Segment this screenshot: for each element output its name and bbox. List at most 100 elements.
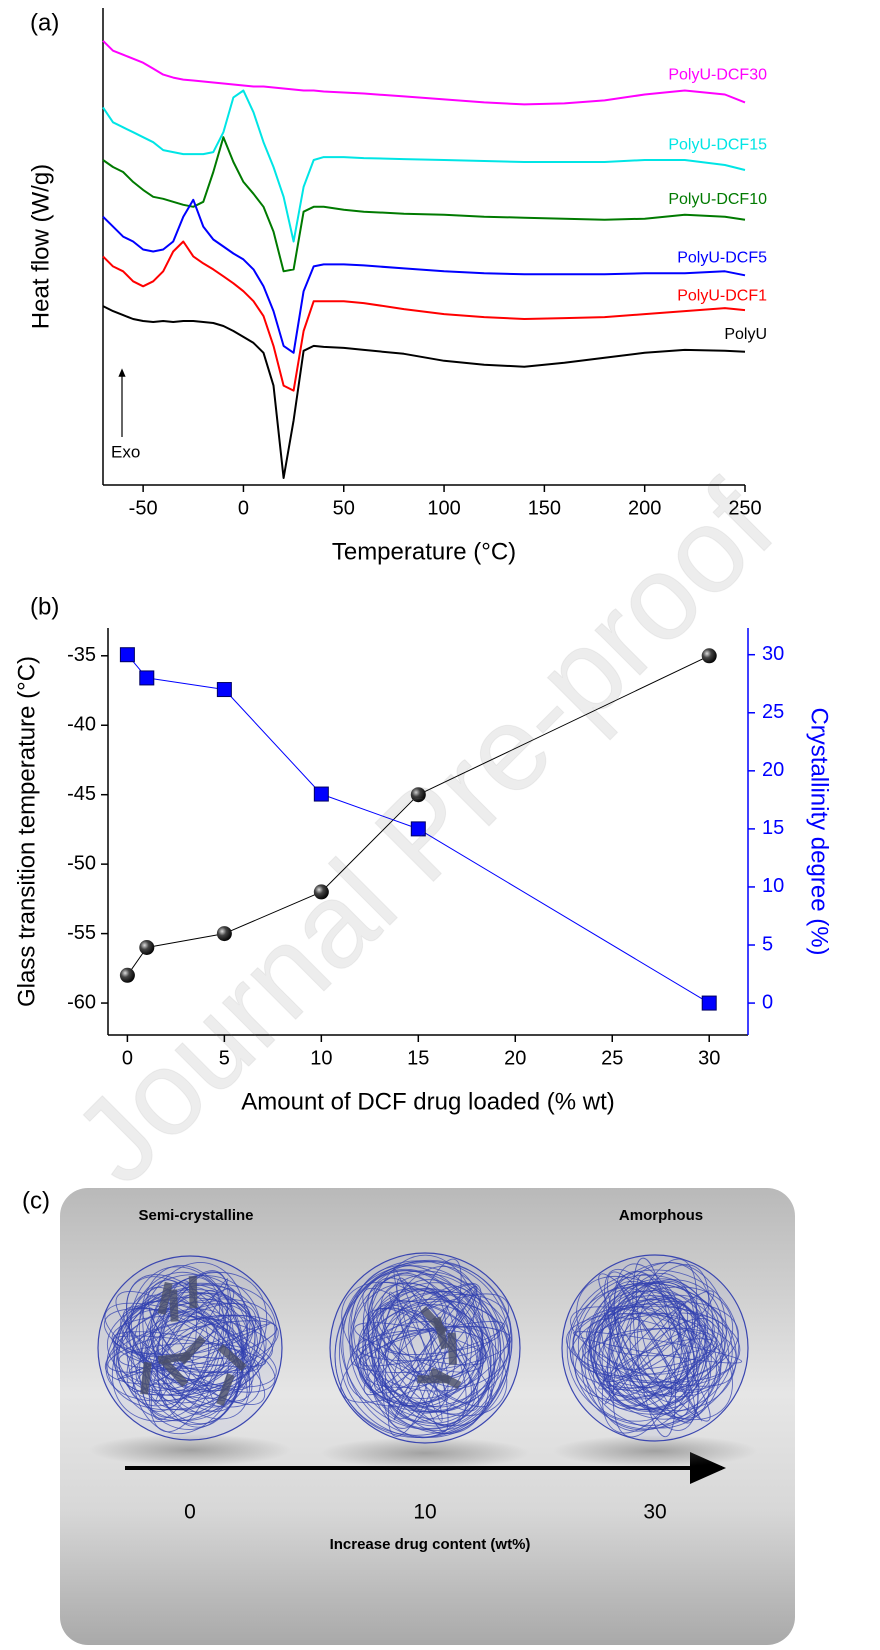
content-label: 10 [413,1501,436,1524]
x-tick-label: 15 [407,1047,429,1069]
series-line [102,40,746,106]
crystal-rod [217,1343,247,1372]
data-point [119,967,135,983]
wire-strand [106,1297,267,1391]
data-point [410,787,426,803]
wire-strand [367,1282,472,1415]
wire-strand [613,1263,699,1431]
series-label: PolyU-DCF15 [668,136,767,153]
wire-strand [135,1302,257,1391]
x-tick-label: 30 [698,1047,720,1069]
wire-strand [125,1301,261,1408]
wire-strand [572,1274,723,1430]
wire-strand [356,1291,511,1408]
wire-strand [603,1338,717,1390]
wire-strand [601,1290,730,1398]
wire-strand [129,1315,235,1373]
wire-strand [148,1271,232,1433]
chart: 0 5 10 15 20 25 30 -60 -55 -50 -45 -40 -35 0 5 10 15 20 25… [13,593,832,1115]
crystal-rod [417,1375,450,1384]
x-tick-label: 0 [122,1047,133,1069]
x-axis-label: Temperature (°C) [332,538,516,565]
data-point [216,926,232,942]
wire-strand [334,1261,513,1436]
y-tick-label: -45 [67,783,96,805]
wire-strand [373,1282,482,1394]
wire-strand [566,1269,740,1426]
y2-axis-label: Crystallinity degree (%) [806,707,833,955]
chart: -50 0 50 100 150 200 250 (a) Temperature (°C) Hea… [27,8,767,565]
crystal-rod [447,1332,458,1365]
data-point [701,995,717,1011]
wire-strand [565,1313,737,1383]
y-axis-label: Heat flow (W/g) [27,164,54,329]
wire-strand [601,1264,710,1434]
series-line [102,305,746,479]
wire-strand [586,1317,721,1391]
series-line [102,240,746,392]
wire-strand [570,1300,739,1389]
series-line [102,198,746,354]
content-label: 0 [184,1501,196,1524]
arrow-label: Increase drug content (wt%) [330,1536,531,1553]
crystal-rod [216,1373,235,1406]
crystal-rod [188,1276,198,1309]
y2-tick-label: 0 [762,991,773,1013]
wire-strand [348,1270,495,1420]
wire-strand [350,1264,496,1434]
y-axis-label: Glass transition temperature (°C) [13,656,40,1007]
wire-strand [601,1298,706,1412]
illustration-panel: (c) Semi-crystalline Amorphous 0 10 30 I… [22,1187,795,1645]
series-label: PolyU-DCF10 [668,191,767,208]
wire-strand [142,1270,229,1412]
data-point [216,682,232,698]
x-tick-label: 20 [504,1047,526,1069]
wire-strand [138,1265,244,1425]
x-tick-label: 100 [427,497,460,519]
y2-tick-label: 15 [762,817,784,839]
sphere-shadow [552,1435,758,1467]
data-point [313,786,329,802]
wire-strand [112,1331,260,1374]
x-tick-label: -50 [129,497,158,519]
wire-strand [139,1276,225,1418]
wire-strand [362,1288,483,1399]
data-point [139,670,155,686]
phase-label: Semi-crystalline [138,1207,253,1224]
crystal-rod [157,1281,173,1315]
x-tick-label: 250 [728,497,761,519]
wire-strand [598,1273,711,1422]
phase-label: Amorphous [619,1207,703,1224]
series-line [102,136,746,273]
y2-tick-label: 10 [762,875,784,897]
crystal-rod [160,1358,189,1388]
data-point [701,648,717,664]
series-label: PolyU [724,326,767,343]
wire-strand [606,1271,696,1424]
x-tick-label: 10 [310,1047,332,1069]
x-tick-label: 25 [601,1047,623,1069]
y-tick-label: -55 [67,922,96,944]
crystal-rod [140,1361,152,1395]
crystal-rod [169,1289,179,1322]
annotation: Exo [111,442,140,461]
series-label: PolyU-DCF30 [668,67,767,84]
y2-tick-label: 25 [762,701,784,723]
content-label: 30 [643,1501,666,1524]
wire-strand [377,1265,484,1422]
wire-strand [349,1270,510,1431]
series-label: PolyU-DCF5 [677,250,767,267]
wire-strand [120,1307,253,1402]
y2-tick-label: 20 [762,759,784,781]
wire-strand [598,1312,709,1375]
y2-tick-label: 5 [762,933,773,955]
y-tick-label: -50 [67,852,96,874]
wire-strand [112,1282,251,1396]
wire-strand [374,1304,491,1424]
y-tick-label: -60 [67,991,96,1013]
wire-strand [145,1308,252,1413]
wire-strand [589,1290,718,1420]
wire-strand [609,1296,689,1415]
